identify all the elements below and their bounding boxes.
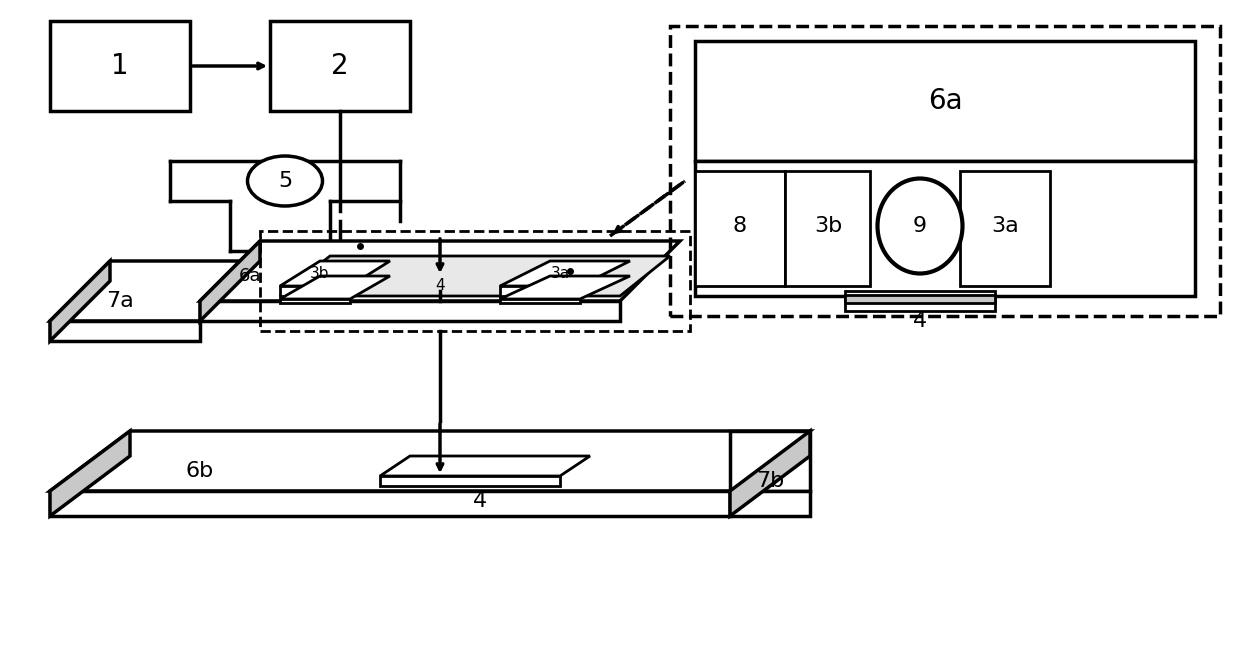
Ellipse shape [248, 156, 322, 206]
Text: 3a: 3a [991, 216, 1019, 236]
Polygon shape [280, 261, 391, 286]
Polygon shape [500, 286, 580, 296]
Polygon shape [200, 241, 260, 321]
Polygon shape [500, 261, 630, 286]
Bar [844, 291, 994, 311]
Bar [670, 26, 1220, 316]
Polygon shape [500, 276, 630, 299]
Text: 8: 8 [733, 216, 746, 236]
Polygon shape [50, 261, 260, 321]
Text: 4: 4 [435, 279, 445, 294]
Text: 4: 4 [472, 491, 487, 511]
Polygon shape [50, 321, 200, 341]
Text: 3b: 3b [310, 266, 330, 281]
Text: 7a: 7a [107, 291, 134, 311]
Text: 4: 4 [913, 311, 928, 331]
Polygon shape [50, 261, 110, 341]
Bar [694, 161, 1195, 296]
Text: 6a: 6a [928, 87, 962, 115]
Bar [270, 21, 410, 111]
Polygon shape [280, 299, 350, 303]
Bar [960, 171, 1050, 286]
Polygon shape [280, 286, 350, 296]
Polygon shape [280, 256, 670, 296]
Bar [844, 295, 994, 303]
Bar [260, 231, 689, 331]
Polygon shape [500, 299, 580, 303]
Polygon shape [200, 241, 680, 301]
Bar [50, 21, 190, 111]
Text: 6b: 6b [186, 461, 215, 481]
Text: 1: 1 [112, 52, 129, 80]
Polygon shape [379, 456, 590, 476]
Polygon shape [50, 491, 730, 516]
Polygon shape [379, 476, 560, 486]
Text: 6a: 6a [239, 267, 262, 285]
Text: 3a: 3a [551, 266, 569, 281]
Text: 2: 2 [331, 52, 348, 80]
Text: 9: 9 [913, 216, 928, 236]
Text: 5: 5 [278, 171, 293, 191]
Polygon shape [730, 431, 810, 491]
Ellipse shape [878, 178, 962, 273]
Polygon shape [50, 431, 810, 491]
Bar [694, 171, 785, 286]
Polygon shape [280, 276, 391, 299]
Polygon shape [730, 491, 810, 516]
Text: 7b: 7b [756, 471, 784, 491]
Polygon shape [200, 301, 620, 321]
Polygon shape [50, 431, 130, 516]
Bar [694, 41, 1195, 161]
Bar [785, 171, 870, 286]
Polygon shape [730, 431, 810, 516]
Text: 3b: 3b [813, 216, 842, 236]
